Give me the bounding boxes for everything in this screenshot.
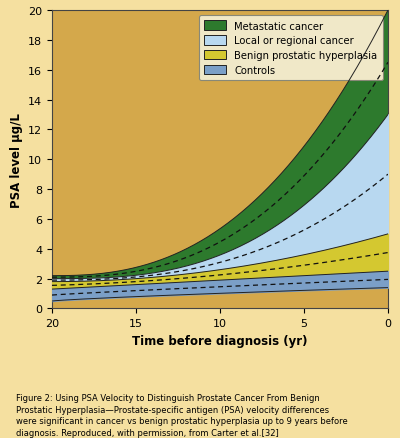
Text: Figure 2: Using PSA Velocity to Distinguish Prostate Cancer From Benign
Prostati: Figure 2: Using PSA Velocity to Distingu…	[16, 393, 348, 437]
Y-axis label: PSA level μg/L: PSA level μg/L	[10, 113, 22, 207]
Legend: Metastatic cancer, Local or regional cancer, Benign prostatic hyperplasia, Contr: Metastatic cancer, Local or regional can…	[199, 16, 383, 81]
X-axis label: Time before diagnosis (yr): Time before diagnosis (yr)	[132, 334, 308, 347]
